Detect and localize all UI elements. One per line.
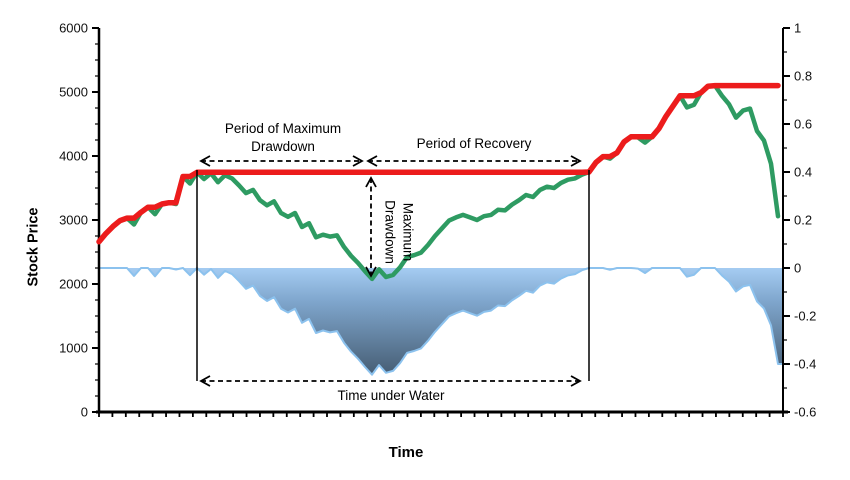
axes: 0 1000 2000 3000 4000 5000 6000 1 0.8 0.6 0.4 0.2 0 -…: [59, 21, 816, 420]
svg-text:5000: 5000: [59, 85, 88, 100]
annotation-line: Period of Recovery: [416, 136, 532, 151]
svg-text:-0.6: -0.6: [794, 405, 816, 420]
annotation-line: Drawdown: [251, 138, 315, 154]
annotation-line: Period of Maximum: [224, 121, 342, 136]
annotation-maximum-drawdown: Maximum Drawdown: [381, 200, 416, 264]
svg-text:4000: 4000: [59, 149, 88, 164]
series: [96, 82, 781, 282]
svg-text:0.6: 0.6: [794, 117, 812, 132]
svg-text:-0.4: -0.4: [794, 357, 816, 372]
annotation-time-under-water: Time under Water: [337, 387, 444, 405]
svg-text:0: 0: [81, 405, 88, 420]
y-axis-title: Stock Price: [25, 207, 42, 287]
svg-text:-0.2: -0.2: [794, 309, 816, 324]
x-axis-title: Time: [388, 444, 424, 461]
annotation-period-of-recovery: Period of Recovery: [417, 135, 532, 153]
annotation-line: Drawdown: [383, 200, 398, 264]
annotation-line: Maximum: [400, 202, 416, 262]
running-max-line: [96, 82, 781, 245]
svg-text:2000: 2000: [59, 277, 88, 292]
svg-text:0.2: 0.2: [794, 213, 812, 228]
annotation-arrows: [196, 155, 590, 387]
drawdown-area: [99, 267, 783, 376]
annotation-period-of-maximum-drawdown: Period of Maximum Drawdown: [225, 120, 341, 155]
svg-text:0.4: 0.4: [794, 165, 812, 180]
svg-text:3000: 3000: [59, 213, 88, 228]
svg-text:1: 1: [794, 21, 801, 36]
stock-price-line: [96, 83, 781, 282]
svg-text:6000: 6000: [59, 21, 88, 36]
svg-text:1000: 1000: [59, 341, 88, 356]
svg-text:0.8: 0.8: [794, 69, 812, 84]
annotation-line: Time under Water: [337, 388, 445, 403]
svg-text:0: 0: [794, 261, 801, 276]
